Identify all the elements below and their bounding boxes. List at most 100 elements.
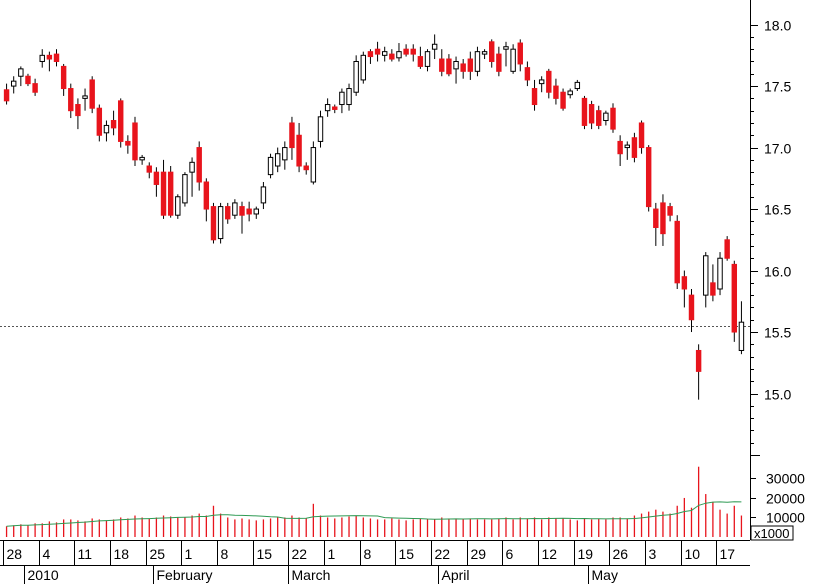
candle-body-up [103, 124, 110, 134]
candle [703, 252, 709, 308]
candle-body-up [603, 112, 609, 122]
candle [610, 103, 616, 133]
candle [724, 236, 730, 261]
candle [182, 172, 188, 207]
month-tick-label: 2010 [28, 567, 59, 583]
candle [638, 120, 645, 154]
price-tick-label: 18.0 [764, 18, 791, 34]
candle [467, 51, 474, 80]
candle [581, 95, 588, 130]
candle-body-up [253, 208, 259, 215]
candle [660, 194, 666, 246]
candle-body-down [25, 75, 31, 85]
candle [39, 49, 45, 68]
candle-body-up [282, 147, 288, 161]
month-tick-label: April [442, 567, 470, 583]
candle [225, 202, 231, 224]
month-axis-ticks: 2010 February March April May [24, 565, 618, 584]
candle [146, 162, 152, 179]
date-tick-label: 19 [578, 546, 594, 562]
candle-body-up [189, 161, 195, 173]
candle-body-down [553, 85, 559, 99]
candle-body-up [574, 81, 581, 90]
candle-body-down [3, 89, 10, 102]
date-tick-label: 28 [7, 546, 23, 562]
month-tick-label: May [592, 567, 618, 583]
candle [296, 122, 302, 173]
candle [510, 44, 516, 74]
candle-body-down [225, 206, 231, 220]
candle [474, 46, 481, 77]
date-tick-label: 22 [292, 546, 308, 562]
candle [446, 54, 452, 77]
candle [232, 199, 238, 219]
candle [317, 110, 324, 148]
candle [710, 264, 716, 302]
volume-unit-label: x1000 [754, 526, 789, 541]
candle-body-down [389, 53, 395, 60]
date-tick-label: 1 [328, 546, 336, 562]
candle [18, 66, 24, 87]
candle-body-up [182, 174, 188, 204]
candle-body-down [710, 282, 716, 296]
price-tick-label: 15.0 [764, 387, 791, 403]
candle-body-up [503, 46, 509, 50]
candle-body-down [496, 53, 502, 72]
candle [396, 43, 402, 62]
candle [588, 100, 595, 130]
candle [82, 88, 88, 111]
date-tick-label: 8 [364, 546, 372, 562]
candle [496, 46, 502, 77]
volume-tick-label: 10000 [766, 510, 805, 526]
candle-body-up [346, 88, 352, 106]
candle [3, 83, 10, 105]
candle [346, 83, 352, 111]
price-axis-ticks: 15.0 15.5 16.0 16.5 17.0 17.5 18.0 [750, 18, 791, 444]
candle-body-down [296, 134, 302, 167]
month-tick-label: March [292, 567, 331, 583]
date-tick-label: 6 [506, 546, 514, 562]
candle [60, 63, 67, 96]
candle [417, 46, 424, 69]
candle-body-down [32, 83, 38, 93]
candle [489, 39, 495, 68]
candle-body-up [510, 48, 516, 72]
date-tick-label: 3 [649, 546, 657, 562]
candle [246, 201, 252, 222]
price-tick-label: 17.5 [764, 79, 791, 95]
month-tick-label: February [157, 567, 213, 583]
candle [253, 206, 259, 219]
candle-body-up [717, 257, 723, 290]
volume-axis-ticks: 10000 20000 30000 [750, 471, 805, 526]
candle [32, 78, 38, 96]
candle-body-up [274, 153, 281, 167]
candle-body-up [18, 68, 24, 77]
candle-body-up [481, 51, 488, 55]
candle [68, 83, 74, 119]
candle-body-down [467, 58, 474, 72]
candle [10, 76, 17, 94]
candle [160, 159, 167, 219]
candle-body-down [96, 107, 103, 136]
candle-body-up [474, 51, 481, 72]
candle-body-down [246, 208, 252, 215]
candle-body-down [517, 42, 523, 65]
candle [424, 49, 431, 72]
candle [75, 98, 81, 130]
candle-body-down [153, 171, 160, 185]
candle [132, 116, 138, 167]
candle-body-up [396, 51, 402, 59]
candle-body-down [75, 104, 81, 117]
candle-body-up [738, 321, 745, 351]
price-tick-label: 16.5 [764, 202, 791, 218]
candle-body-down [588, 104, 595, 124]
candle-body-down [125, 140, 131, 146]
candle-body-down [60, 65, 67, 90]
candle [203, 178, 210, 222]
candle [125, 135, 131, 154]
date-tick-label: 29 [471, 546, 487, 562]
candle [431, 34, 438, 60]
candle [360, 51, 367, 84]
candle [196, 141, 202, 191]
candle [503, 41, 509, 67]
